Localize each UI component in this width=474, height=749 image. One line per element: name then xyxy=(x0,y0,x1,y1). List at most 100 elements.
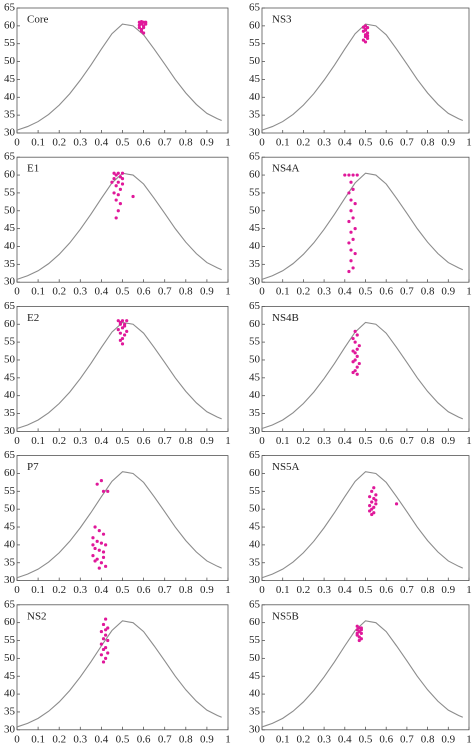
data-point xyxy=(349,198,353,202)
data-point xyxy=(370,489,374,493)
x-tick-label: 0.8 xyxy=(179,286,193,298)
data-point xyxy=(99,561,103,565)
data-point xyxy=(372,486,376,490)
data-point xyxy=(351,349,355,353)
x-tick-label: 0.4 xyxy=(338,286,352,298)
y-tick-label: 35 xyxy=(249,705,261,717)
data-point xyxy=(114,184,118,188)
x-tick-label: 0.4 xyxy=(95,733,109,745)
data-point xyxy=(131,194,135,199)
y-tick-label: 60 xyxy=(4,318,16,330)
data-point xyxy=(120,171,125,175)
data-point xyxy=(368,495,372,499)
data-point xyxy=(363,40,368,44)
data-point xyxy=(101,555,106,559)
x-tick-label: 0.7 xyxy=(158,733,172,745)
x-tick-label: 0.3 xyxy=(73,286,87,298)
x-tick-label: 0.3 xyxy=(73,137,87,149)
x-tick-label: 0.6 xyxy=(379,137,393,149)
model-curve xyxy=(16,471,222,579)
data-point xyxy=(372,496,376,501)
y-tick-label: 40 xyxy=(4,688,16,700)
y-tick-label: 45 xyxy=(249,670,261,682)
data-point xyxy=(361,38,366,42)
panel-label: NS2 xyxy=(27,610,47,622)
x-tick-label: 0.2 xyxy=(297,286,311,298)
y-tick-label: 45 xyxy=(249,222,261,234)
panel: 30 35 40 45 50 55 60 65 0 0.1 0.2 0.3 0.4 0.5 0.6 0.7 0.… xyxy=(249,300,472,447)
x-tick-label: 0.4 xyxy=(338,733,352,745)
x-tick-label: 0.2 xyxy=(52,286,66,298)
x-tick-label: 0.6 xyxy=(379,435,393,447)
y-tick-label: 40 xyxy=(249,240,261,252)
y-tick-label: 55 xyxy=(4,634,16,646)
data-point xyxy=(116,193,120,197)
data-point xyxy=(351,370,355,375)
y-tick-label: 65 xyxy=(249,449,261,461)
x-tick-label: 0.6 xyxy=(137,733,151,745)
y-tick-label: 55 xyxy=(249,186,261,198)
x-tick-label: 0.9 xyxy=(200,435,214,447)
x-tick-label: 0.7 xyxy=(400,435,414,447)
data-point xyxy=(368,504,372,508)
data-point xyxy=(106,638,110,643)
x-tick-label: 0.2 xyxy=(52,435,66,447)
x-tick-label: 0.2 xyxy=(297,584,311,596)
x-tick-label: 0.3 xyxy=(317,435,331,447)
data-point xyxy=(372,511,376,515)
y-tick-label: 60 xyxy=(249,616,261,628)
x-tick-label: 0.6 xyxy=(379,733,393,745)
data-point xyxy=(351,187,355,191)
data-point xyxy=(120,336,125,341)
panel: 30 35 40 45 50 55 60 65 0 0.1 0.2 0.3 0.4 0.5 0.6 0.7 0.… xyxy=(249,598,472,745)
y-tick-label: 50 xyxy=(4,503,16,515)
data-point xyxy=(139,19,144,24)
x-tick-label: 0.2 xyxy=(297,435,311,447)
data-point xyxy=(91,554,95,558)
y-tick-label: 35 xyxy=(249,258,261,270)
x-tick-label: 0.2 xyxy=(52,584,66,596)
x-tick-label: 0.1 xyxy=(276,733,290,745)
y-tick-label: 50 xyxy=(249,652,261,664)
x-tick-label: 0.9 xyxy=(200,733,214,745)
data-point xyxy=(349,248,353,252)
data-point xyxy=(104,617,108,621)
panel-label: Core xyxy=(27,14,49,26)
data-point xyxy=(95,539,99,543)
y-tick-label: 50 xyxy=(249,503,261,515)
data-point xyxy=(142,31,146,35)
x-tick-label: 1 xyxy=(466,286,472,298)
x-tick-label: 0.8 xyxy=(421,286,435,298)
x-tick-label: 0.1 xyxy=(31,733,45,745)
y-tick-label: 65 xyxy=(249,300,261,312)
x-tick-label: 0.8 xyxy=(179,733,193,745)
x-tick-label: 0.8 xyxy=(421,435,435,447)
panel-label: NS5A xyxy=(272,461,300,473)
data-point xyxy=(97,566,101,570)
x-tick-label: 0.3 xyxy=(317,137,331,149)
data-point xyxy=(353,358,357,362)
data-point xyxy=(372,505,376,509)
data-point xyxy=(118,338,122,342)
y-tick-label: 45 xyxy=(249,521,261,533)
data-point xyxy=(112,191,116,195)
data-point xyxy=(125,329,129,333)
x-tick-label: 1 xyxy=(225,286,231,298)
data-point xyxy=(120,177,125,181)
y-tick-label: 40 xyxy=(249,91,261,103)
data-point xyxy=(347,241,351,245)
x-tick-label: 0 xyxy=(259,286,265,298)
data-point xyxy=(93,559,97,563)
x-tick-label: 0.9 xyxy=(441,286,455,298)
y-tick-label: 65 xyxy=(4,2,16,14)
panel-label: NS5B xyxy=(272,610,299,622)
x-tick-label: 0.3 xyxy=(317,286,331,298)
x-tick-label: 0.9 xyxy=(200,584,214,596)
data-point xyxy=(355,365,359,369)
y-tick-label: 65 xyxy=(249,151,261,163)
y-tick-label: 55 xyxy=(4,186,16,198)
panel: 30 35 40 45 50 55 60 65 0 0.1 0.2 0.3 0.4 0.5 0.6 0.7 0.… xyxy=(4,449,231,596)
y-tick-label: 30 xyxy=(249,574,261,586)
y-tick-label: 40 xyxy=(249,688,261,700)
y-tick-label: 35 xyxy=(4,705,16,717)
